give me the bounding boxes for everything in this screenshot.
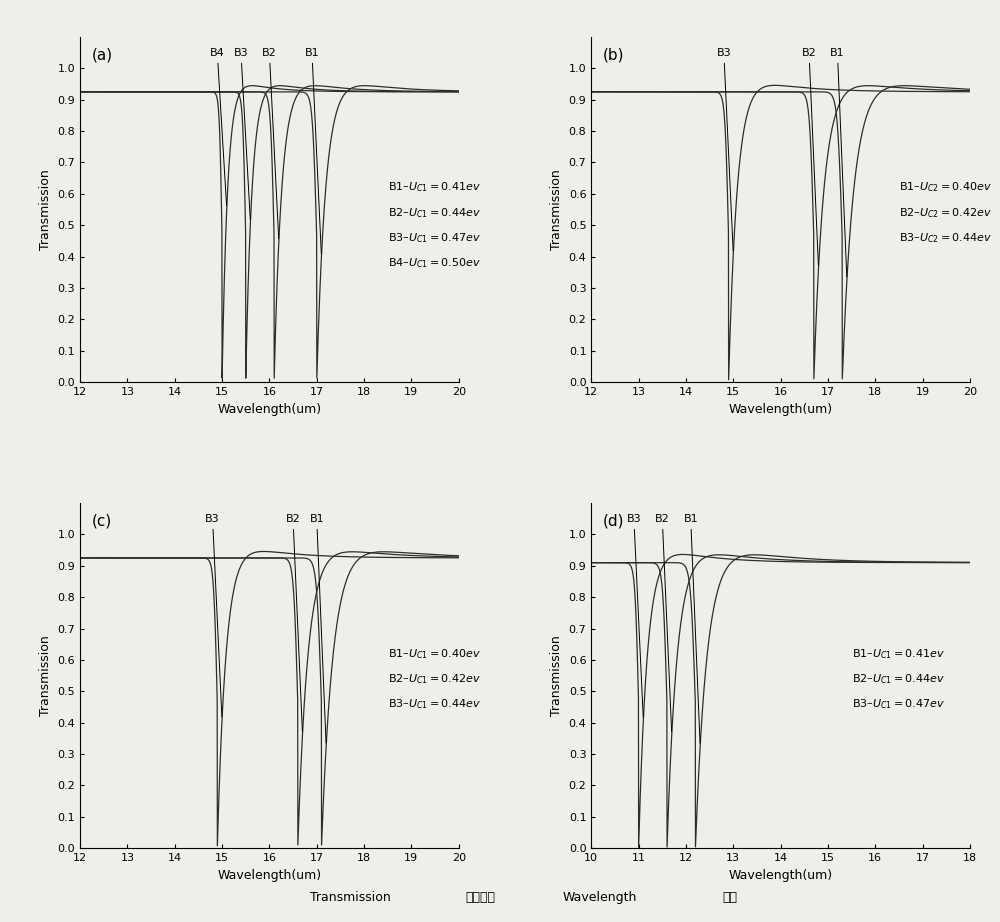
Text: B3: B3 [205,514,222,717]
Text: B4–$U_{C1}=0.50ev$: B4–$U_{C1}=0.50ev$ [388,256,481,270]
Text: 透射光谱: 透射光谱 [465,891,495,904]
Text: B1–$U_{C2}=0.40ev$: B1–$U_{C2}=0.40ev$ [899,181,992,195]
Y-axis label: Transmission: Transmission [39,635,52,716]
Text: B1–$U_{C1}=0.41ev$: B1–$U_{C1}=0.41ev$ [388,181,481,195]
X-axis label: Wavelength(um): Wavelength(um) [729,403,833,416]
Text: B3–$U_{C1}=0.44ev$: B3–$U_{C1}=0.44ev$ [388,697,481,711]
Text: B3–$U_{C2}=0.44ev$: B3–$U_{C2}=0.44ev$ [899,230,992,244]
Text: B2: B2 [802,48,818,266]
Text: B3: B3 [717,48,733,251]
Text: B1: B1 [305,48,321,254]
Text: B3: B3 [234,48,250,219]
Text: (d): (d) [603,514,624,528]
Text: B1: B1 [683,514,700,743]
Text: B1: B1 [830,48,847,277]
Text: B2–$U_{C1}=0.44ev$: B2–$U_{C1}=0.44ev$ [852,672,945,686]
X-axis label: Wavelength(um): Wavelength(um) [217,869,321,881]
Text: Transmission: Transmission [310,891,390,904]
X-axis label: Wavelength(um): Wavelength(um) [217,403,321,416]
Text: B2–$U_{C1}=0.44ev$: B2–$U_{C1}=0.44ev$ [388,206,481,219]
Text: (a): (a) [91,47,112,63]
Text: 波长: 波长 [722,891,738,904]
Text: B2–$U_{C1}=0.42ev$: B2–$U_{C1}=0.42ev$ [388,672,481,686]
Text: (b): (b) [603,47,624,63]
Text: B2: B2 [655,514,672,732]
Text: (c): (c) [91,514,112,528]
Text: B4: B4 [210,48,227,206]
Text: B2: B2 [286,514,302,731]
Text: B1: B1 [309,514,326,743]
Text: B2–$U_{C2}=0.42ev$: B2–$U_{C2}=0.42ev$ [899,206,992,219]
Y-axis label: Transmission: Transmission [39,169,52,250]
Text: Wavelength: Wavelength [563,891,637,904]
Text: B1–$U_{C1}=0.41ev$: B1–$U_{C1}=0.41ev$ [852,646,945,660]
Text: B1–$U_{C1}=0.40ev$: B1–$U_{C1}=0.40ev$ [388,646,481,660]
Text: B3: B3 [627,514,643,717]
Text: B2: B2 [262,48,279,239]
Text: B3–$U_{C1}=0.47ev$: B3–$U_{C1}=0.47ev$ [388,230,481,244]
X-axis label: Wavelength(um): Wavelength(um) [729,869,833,881]
Text: B3–$U_{C1}=0.47ev$: B3–$U_{C1}=0.47ev$ [852,697,945,711]
Y-axis label: Transmission: Transmission [550,635,563,716]
Y-axis label: Transmission: Transmission [550,169,563,250]
